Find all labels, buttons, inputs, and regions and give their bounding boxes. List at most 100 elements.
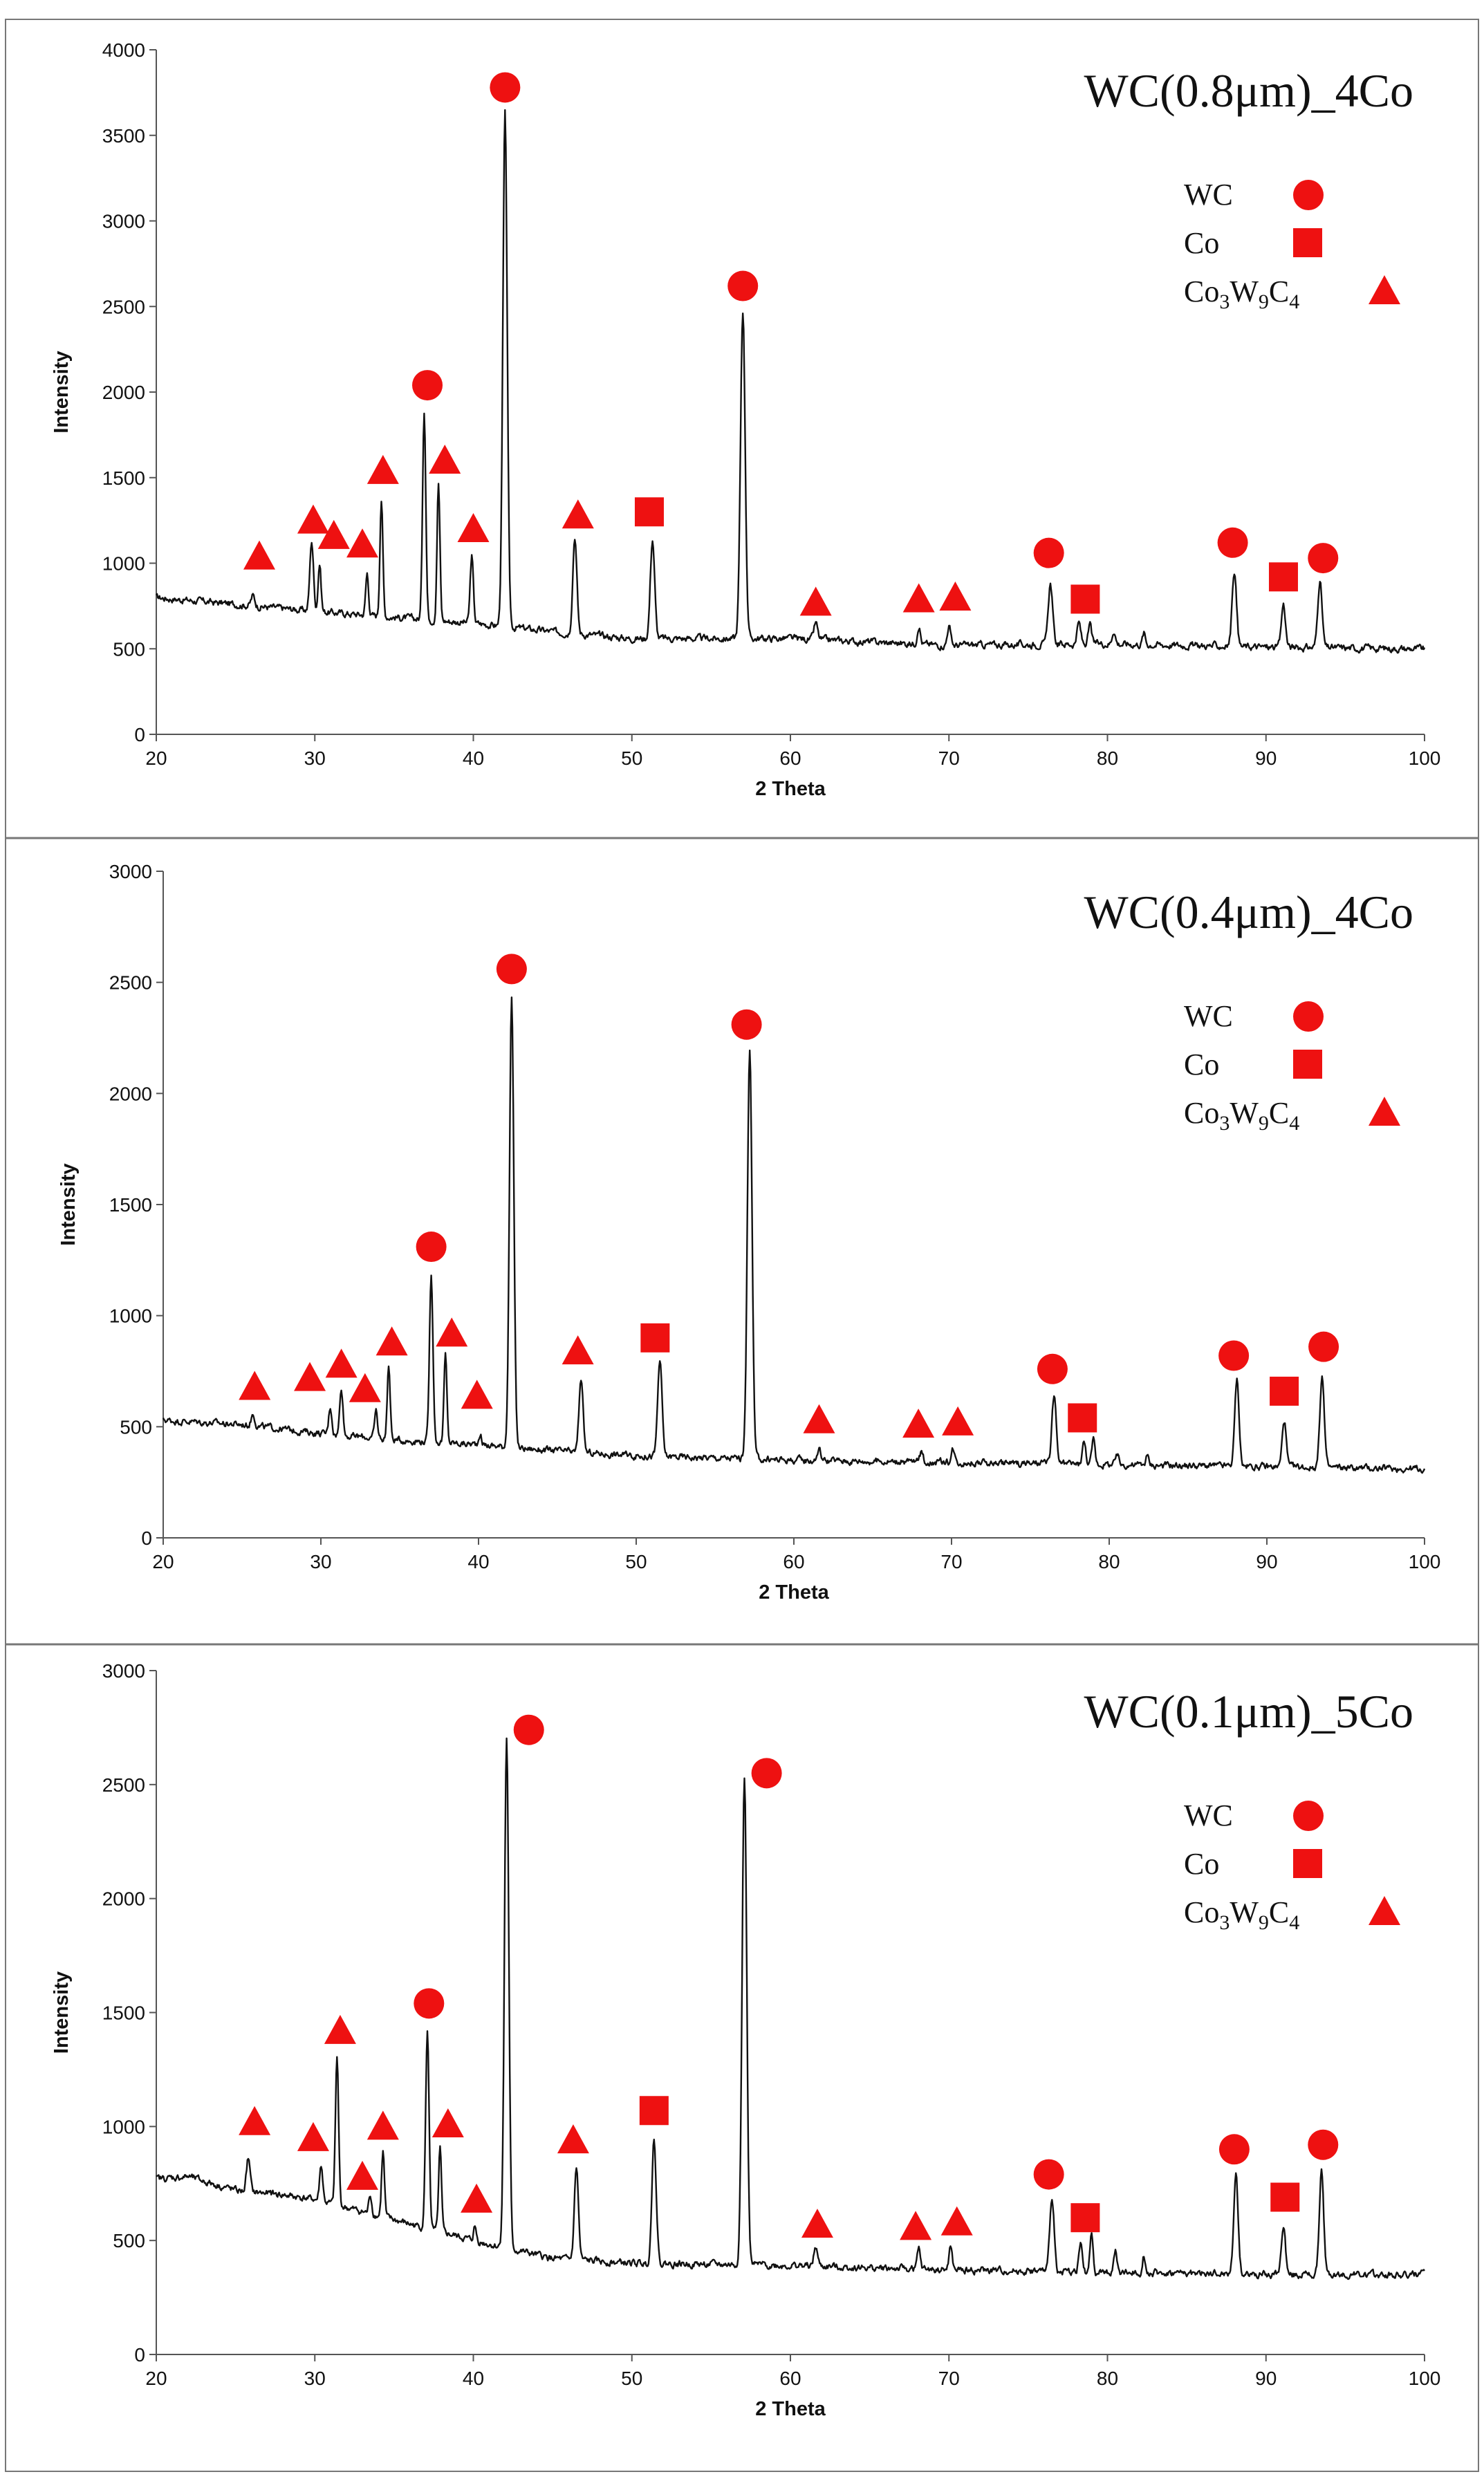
co-peak-marker [634, 497, 664, 527]
chart-panel-2: 0 500 1000 1500 2000 2500 3000 20 30 40 50 60 70 80 90… [57, 861, 1440, 1604]
co3w9c4-peak-marker [436, 1317, 468, 1347]
formula-symbol: W [1230, 1096, 1259, 1130]
x-tick-label: 70 [940, 1551, 962, 1572]
y-tick-label: 1500 [102, 2003, 145, 2024]
co3w9c4-peak-marker [562, 1335, 594, 1365]
x-tick-label: 50 [625, 1551, 647, 1572]
co3w9c4-peak-marker [562, 499, 594, 529]
y-tick-label: 1500 [109, 1194, 152, 1216]
formula-subscript: 9 [1259, 290, 1269, 313]
co3w9c4-peak-marker [801, 2209, 833, 2238]
co3w9c4-peak-marker [942, 1406, 974, 1436]
formula-subscript: 4 [1289, 1112, 1299, 1135]
co3w9c4-peak-marker [367, 454, 399, 484]
co3w9c4-peak-marker [900, 2211, 932, 2240]
co3w9c4-peak-marker [349, 1373, 381, 1402]
x-tick-label: 80 [1098, 1551, 1120, 1572]
x-tick-label: 40 [463, 2368, 484, 2389]
wc-peak-marker [1037, 1353, 1068, 1384]
wc-peak-marker [1308, 1331, 1339, 1362]
legend: WC Co Co3W9C4 [1184, 178, 1400, 313]
x-tick-label: 100 [1409, 2368, 1441, 2389]
legend-square-icon [1293, 228, 1322, 257]
legend-triangle-icon [1369, 1097, 1400, 1126]
co3w9c4-peak-marker [294, 1362, 326, 1391]
wc-peak-marker [1218, 1340, 1250, 1371]
wc-peak-marker [1218, 2134, 1250, 2165]
sample-title: WC(0.1μm)_5Co [1084, 1685, 1413, 1738]
wc-peak-marker [496, 954, 527, 985]
wc-peak-marker [412, 370, 443, 401]
y-tick-label: 3000 [102, 211, 145, 232]
formula-subscript: 4 [1289, 1911, 1299, 1934]
co3w9c4-peak-marker [239, 1371, 271, 1400]
y-tick-label: 2500 [102, 1774, 145, 1796]
y-axis-label: Intensity [57, 1163, 80, 1245]
formula-subscript: 4 [1289, 290, 1299, 313]
co3w9c4-peak-marker [297, 2121, 329, 2151]
wc-peak-marker [731, 1009, 762, 1040]
co-peak-marker [639, 2096, 669, 2126]
x-tick-label: 70 [938, 2368, 960, 2389]
legend-label-co: Co [1184, 226, 1219, 260]
legend-label-wc: WC [1184, 178, 1233, 212]
formula-symbol: C [1269, 1096, 1289, 1130]
co3w9c4-peak-marker [375, 1326, 408, 1356]
chart-panel-1: 0 500 1000 1500 2000 2500 3000 3500 4000 20 30 40 50… [50, 39, 1440, 800]
legend-square-icon [1293, 1849, 1322, 1878]
xrd-trace [156, 1737, 1425, 2280]
legend-label-co3w9c4: Co3W9C4 [1184, 275, 1299, 313]
x-tick-label: 60 [779, 747, 801, 769]
co3w9c4-peak-marker [239, 2106, 271, 2135]
x-tick-label: 30 [304, 2368, 326, 2389]
y-axis-label: Intensity [50, 351, 73, 433]
x-tick-label: 80 [1097, 747, 1118, 769]
y-tick-label: 2000 [109, 1083, 152, 1104]
formula-subscript: 3 [1219, 290, 1230, 313]
co3w9c4-peak-marker [429, 445, 461, 474]
legend-label-wc: WC [1184, 999, 1233, 1033]
co3w9c4-peak-marker [317, 519, 350, 549]
wc-peak-marker [1033, 537, 1064, 568]
formula-symbol: C [1269, 275, 1289, 308]
co3w9c4-peak-marker [803, 1404, 835, 1433]
chart-panel-3: 0 500 1000 1500 2000 2500 3000 20 30 40 50 60 70 80 90… [50, 1660, 1440, 2420]
legend-square-icon [1293, 1050, 1322, 1079]
formula-subscript: 9 [1259, 1112, 1269, 1135]
figure-border [5, 19, 1479, 2472]
y-tick-label: 500 [113, 638, 145, 660]
formula-subscript: 3 [1219, 1911, 1230, 1934]
wc-peak-marker [727, 270, 759, 301]
formula-symbol: C [1269, 1895, 1289, 1929]
y-tick-label: 3000 [109, 861, 152, 882]
x-axis-label: 2 Theta [755, 778, 826, 800]
y-tick-label: 0 [134, 724, 145, 745]
formula-symbol: W [1230, 1895, 1259, 1929]
y-tick-label: 2000 [102, 1888, 145, 1910]
co-peak-marker [1070, 584, 1100, 614]
co3w9c4-peak-marker [461, 1379, 493, 1409]
x-axis-label: 2 Theta [759, 1581, 829, 1604]
formula-symbol: Co [1184, 1096, 1219, 1130]
y-tick-label: 0 [141, 1527, 152, 1549]
co3w9c4-peak-marker [297, 504, 329, 534]
wc-peak-marker [751, 1758, 782, 1789]
y-tick-label: 1000 [102, 553, 145, 575]
co3w9c4-peak-marker [325, 1348, 358, 1378]
xrd-trace [155, 109, 1426, 654]
x-tick-label: 80 [1097, 2368, 1118, 2389]
y-tick-label: 1500 [102, 467, 145, 489]
x-tick-label: 50 [621, 2368, 642, 2389]
legend-circle-icon [1293, 180, 1324, 210]
y-tick-label: 2500 [102, 296, 145, 317]
sample-title: WC(0.4μm)_4Co [1084, 886, 1413, 938]
co3w9c4-peak-marker [243, 540, 276, 570]
legend-label-co3w9c4: Co3W9C4 [1184, 1895, 1299, 1934]
y-tick-label: 1000 [102, 2116, 145, 2137]
wc-peak-marker [1308, 543, 1339, 574]
co3w9c4-peak-marker [461, 2183, 493, 2213]
x-tick-label: 30 [304, 747, 326, 769]
legend-label-co: Co [1184, 1847, 1219, 1881]
